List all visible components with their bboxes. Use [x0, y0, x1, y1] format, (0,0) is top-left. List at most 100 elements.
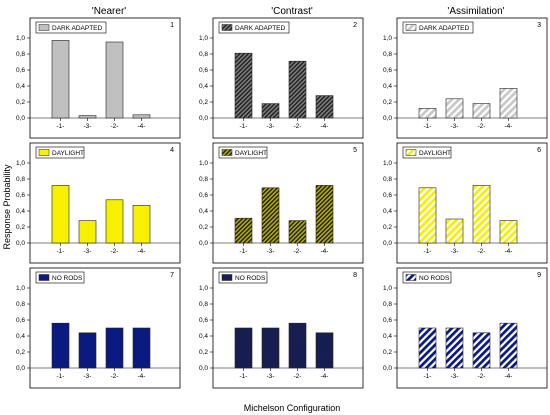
y-tick-label: 0,4 [199, 83, 208, 90]
bar-2 [288, 322, 307, 369]
x-tick-label: -1- [240, 123, 248, 130]
x-tick-label: -2- [111, 248, 119, 255]
panel-4: 0,0 0,2 0,4 0,6 0,8 1,0 -1- -3- -2- -4- 4 DAYLIGHT [16, 142, 181, 264]
x-tick-label: -2- [294, 248, 302, 255]
y-tick-label: 0,6 [383, 317, 392, 324]
legend-frame [35, 271, 85, 284]
panel-number: 8 [353, 272, 357, 279]
legend: DAYLIGHT [218, 146, 268, 159]
x-tick-label: -2- [294, 373, 302, 380]
x-axis-title: Michelson Configuration [244, 403, 341, 413]
panel-number: 3 [537, 22, 541, 29]
x-tick-label: -4- [321, 373, 329, 380]
x-tick-label: -4- [138, 123, 146, 130]
y-tick-label: 0,6 [199, 317, 208, 324]
legend: DARK ADAPTED [402, 21, 474, 34]
bar-4 [315, 332, 334, 369]
y-tick-label: 0,8 [199, 176, 208, 183]
x-tick-label: -2- [478, 123, 486, 130]
x-tick-label: -3- [267, 373, 275, 380]
x-tick-label: -4- [138, 373, 146, 380]
legend-frame [35, 146, 85, 159]
y-tick-label: 0,2 [199, 224, 208, 231]
y-tick-label: 0,0 [199, 115, 208, 122]
bar-3 [78, 115, 97, 119]
bar-1 [418, 108, 437, 119]
x-tick-label: -4- [321, 248, 329, 255]
panel-8: 0,0 0,2 0,4 0,6 0,8 1,0 -1- -3- -2- -4- 8 NO RODS [199, 267, 364, 389]
y-tick-label: 0,0 [199, 365, 208, 372]
bar-4 [499, 322, 518, 369]
bar-2 [105, 41, 124, 119]
x-tick-label: -1- [57, 373, 65, 380]
x-tick-label: -2- [294, 123, 302, 130]
bar-1 [51, 322, 70, 369]
x-tick-label: -3- [451, 373, 459, 380]
y-tick-label: 1,0 [383, 160, 392, 167]
legend-frame [218, 146, 268, 159]
panel-9: 0,0 0,2 0,4 0,6 0,8 1,0 -1- -3- -2- -4- 9 NO RODS [383, 267, 548, 389]
y-tick-label: 1,0 [383, 285, 392, 292]
bar-2 [288, 220, 307, 244]
legend: DAYLIGHT [402, 146, 452, 159]
legend-label: DARK ADAPTED [52, 25, 103, 32]
bar-2 [472, 185, 491, 244]
y-tick-label: 0,6 [199, 192, 208, 199]
x-tick-label: -3- [84, 373, 92, 380]
panel-frame [396, 17, 548, 139]
x-tick-label: -1- [57, 123, 65, 130]
bar-4 [315, 95, 334, 119]
y-tick-label: 1,0 [16, 160, 25, 167]
x-tick-label: -1- [424, 373, 432, 380]
y-tick-label: 0,8 [199, 301, 208, 308]
y-tick-label: 1,0 [199, 285, 208, 292]
legend: DARK ADAPTED [35, 21, 107, 34]
y-tick-label: 0,4 [16, 208, 25, 215]
y-tick-label: 0,2 [16, 224, 25, 231]
bar-1 [234, 217, 253, 244]
panel-grid: 0,0 0,2 0,4 0,6 0,8 1,0 -1- -3- -2- -4- 1 DARK ADAP… [16, 17, 548, 389]
x-tick-label: -3- [267, 123, 275, 130]
bar-1 [51, 40, 70, 119]
y-tick-label: 0,2 [16, 349, 25, 356]
y-tick-label: 0,2 [199, 99, 208, 106]
bar-3 [261, 187, 280, 244]
bar-3 [261, 103, 280, 119]
panel-6: 0,0 0,2 0,4 0,6 0,8 1,0 -1- -3- -2- -4- 6 DAYLIGHT [383, 142, 548, 264]
legend-swatch [221, 24, 233, 31]
x-tick-label: -4- [505, 248, 513, 255]
y-tick-label: 0,6 [16, 317, 25, 324]
y-tick-label: 0,2 [383, 224, 392, 231]
x-tick-label: -1- [240, 248, 248, 255]
panel-number: 6 [537, 147, 541, 154]
y-tick-label: 0,8 [16, 176, 25, 183]
y-tick-label: 1,0 [199, 35, 208, 42]
legend: NO RODS [402, 271, 452, 284]
legend-label: NO RODS [419, 275, 450, 282]
y-tick-label: 0,2 [383, 349, 392, 356]
bar-2 [472, 332, 491, 369]
y-axis-title: Response Probability [2, 164, 12, 250]
x-tick-label: -4- [321, 123, 329, 130]
y-tick-label: 0,8 [16, 51, 25, 58]
y-tick-label: 0,0 [16, 115, 25, 122]
y-tick-label: 0,2 [199, 349, 208, 356]
x-tick-label: -1- [57, 248, 65, 255]
y-tick-label: 0,8 [199, 51, 208, 58]
panel-frame [212, 142, 364, 264]
y-tick-label: 0,0 [383, 365, 392, 372]
y-tick-label: 0,0 [383, 240, 392, 247]
y-tick-label: 0,8 [383, 301, 392, 308]
panel-2: 0,0 0,2 0,4 0,6 0,8 1,0 -1- -3- -2- -4- 2 DARK ADAP… [199, 17, 364, 139]
legend-frame [218, 21, 290, 34]
y-tick-label: 0,8 [383, 176, 392, 183]
bar-2 [288, 60, 307, 119]
y-tick-label: 1,0 [383, 35, 392, 42]
y-tick-label: 0,4 [383, 208, 392, 215]
legend-label: DAYLIGHT [52, 150, 84, 157]
bar-3 [78, 332, 97, 369]
legend-frame [218, 271, 268, 284]
legend-frame [402, 271, 452, 284]
x-tick-label: -3- [451, 123, 459, 130]
